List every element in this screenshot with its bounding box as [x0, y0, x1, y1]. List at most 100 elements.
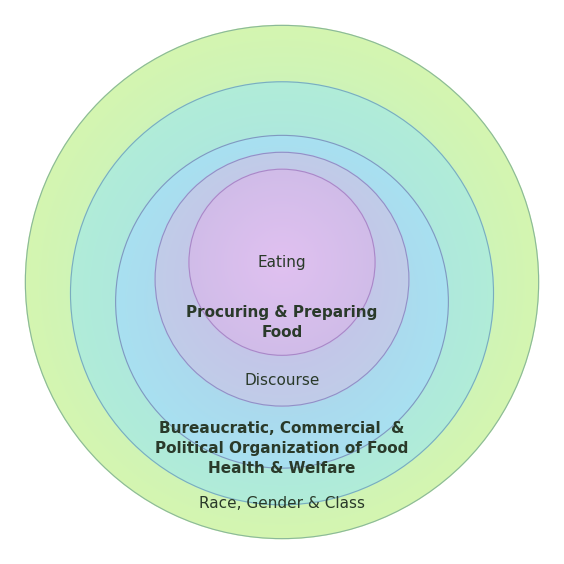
- Circle shape: [182, 178, 382, 380]
- Circle shape: [136, 156, 428, 447]
- Circle shape: [243, 240, 321, 318]
- Circle shape: [240, 220, 324, 305]
- Circle shape: [202, 199, 362, 359]
- Circle shape: [214, 234, 350, 369]
- Circle shape: [161, 158, 403, 400]
- Circle shape: [225, 222, 338, 336]
- Circle shape: [228, 225, 336, 333]
- Circle shape: [220, 217, 344, 341]
- Circle shape: [192, 190, 372, 369]
- Circle shape: [186, 186, 378, 378]
- Circle shape: [152, 172, 412, 431]
- Circle shape: [188, 185, 376, 373]
- Circle shape: [119, 139, 445, 465]
- Circle shape: [180, 200, 384, 403]
- Circle shape: [240, 237, 324, 321]
- Circle shape: [277, 297, 287, 307]
- Circle shape: [232, 232, 332, 332]
- Circle shape: [105, 105, 459, 459]
- Circle shape: [32, 32, 532, 532]
- Circle shape: [179, 179, 385, 385]
- Circle shape: [231, 251, 333, 352]
- Circle shape: [200, 212, 364, 375]
- Circle shape: [190, 210, 374, 394]
- Circle shape: [188, 208, 376, 395]
- Circle shape: [33, 33, 531, 531]
- Circle shape: [261, 272, 303, 315]
- Circle shape: [206, 206, 358, 358]
- Circle shape: [232, 252, 332, 351]
- Circle shape: [191, 191, 373, 373]
- Circle shape: [189, 200, 375, 386]
- Circle shape: [157, 155, 406, 404]
- Circle shape: [263, 260, 301, 298]
- Circle shape: [228, 248, 336, 356]
- Circle shape: [279, 279, 285, 285]
- Circle shape: [174, 171, 390, 387]
- Circle shape: [118, 118, 446, 446]
- Circle shape: [99, 99, 465, 465]
- Circle shape: [209, 206, 355, 352]
- Circle shape: [198, 218, 366, 386]
- Circle shape: [220, 200, 344, 324]
- Circle shape: [236, 232, 328, 326]
- Circle shape: [247, 227, 317, 297]
- Circle shape: [120, 120, 444, 444]
- Circle shape: [197, 177, 367, 347]
- Circle shape: [166, 185, 398, 418]
- Circle shape: [223, 203, 341, 321]
- Circle shape: [270, 250, 294, 275]
- Circle shape: [151, 170, 413, 433]
- Circle shape: [90, 90, 474, 474]
- Circle shape: [272, 272, 292, 292]
- Circle shape: [199, 219, 365, 385]
- Circle shape: [221, 201, 343, 324]
- Circle shape: [55, 55, 509, 509]
- Circle shape: [268, 249, 296, 276]
- Circle shape: [116, 127, 448, 460]
- Circle shape: [139, 158, 425, 445]
- Circle shape: [196, 215, 368, 388]
- Circle shape: [227, 224, 337, 334]
- Circle shape: [41, 41, 523, 523]
- Circle shape: [259, 271, 305, 316]
- Circle shape: [209, 220, 355, 367]
- Circle shape: [240, 220, 324, 305]
- Circle shape: [185, 182, 379, 376]
- Circle shape: [193, 173, 371, 351]
- Circle shape: [222, 242, 342, 362]
- Circle shape: [132, 152, 432, 452]
- Circle shape: [144, 164, 420, 440]
- Circle shape: [245, 225, 319, 299]
- Circle shape: [164, 183, 400, 420]
- Circle shape: [58, 58, 506, 506]
- Circle shape: [268, 249, 296, 276]
- Circle shape: [120, 131, 444, 456]
- Circle shape: [129, 148, 435, 455]
- Circle shape: [251, 248, 313, 310]
- Circle shape: [197, 217, 367, 386]
- Circle shape: [233, 230, 331, 328]
- Circle shape: [191, 210, 373, 393]
- Circle shape: [246, 244, 318, 315]
- Circle shape: [133, 144, 431, 443]
- Circle shape: [217, 197, 347, 327]
- Circle shape: [273, 253, 292, 271]
- Circle shape: [45, 45, 519, 519]
- Circle shape: [196, 196, 368, 368]
- Circle shape: [211, 222, 353, 364]
- Circle shape: [194, 194, 370, 370]
- Circle shape: [108, 108, 456, 456]
- Circle shape: [185, 182, 379, 377]
- Circle shape: [231, 212, 333, 313]
- Circle shape: [174, 186, 390, 401]
- Circle shape: [169, 180, 395, 406]
- Circle shape: [162, 162, 402, 402]
- Circle shape: [168, 168, 396, 396]
- Circle shape: [155, 152, 409, 406]
- Circle shape: [224, 204, 340, 320]
- Circle shape: [112, 112, 452, 452]
- Circle shape: [199, 179, 365, 346]
- Circle shape: [218, 238, 346, 365]
- Circle shape: [43, 43, 521, 521]
